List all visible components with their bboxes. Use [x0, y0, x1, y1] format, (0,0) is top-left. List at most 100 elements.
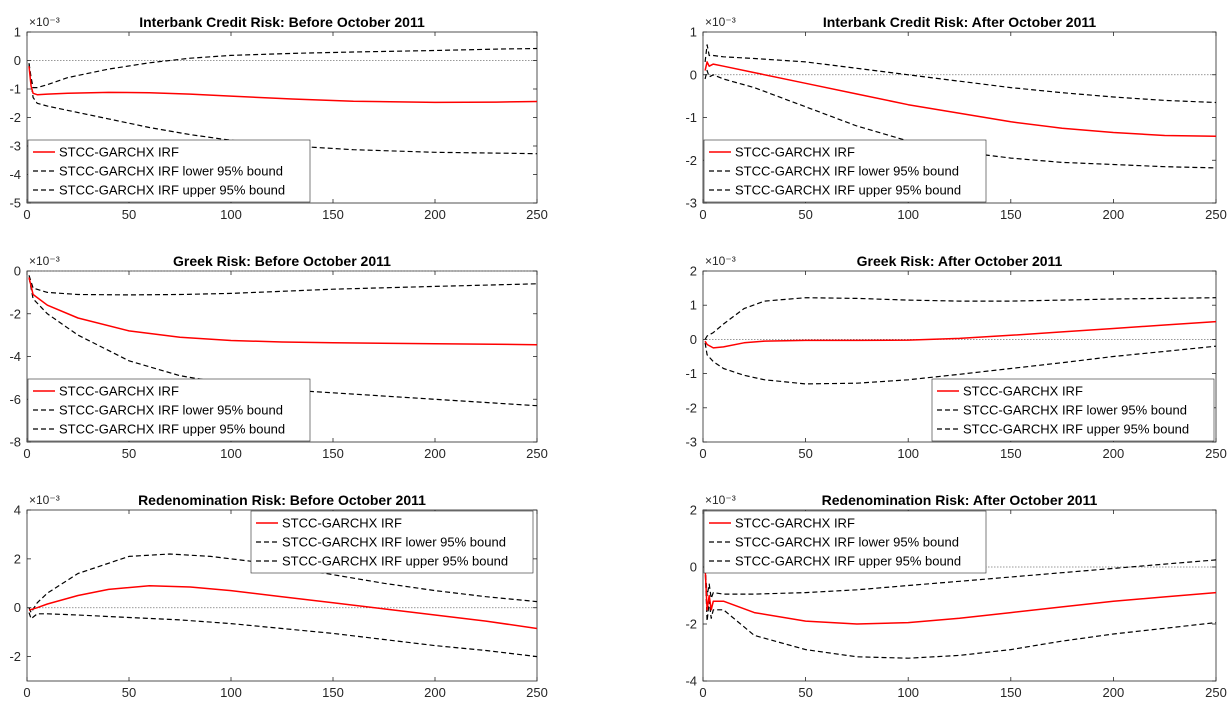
chart-panel-5: 0 50 100 150 200 250 -2 0 2 4 ×10⁻³ Redenomination … — [9, 492, 547, 700]
y-tick-label: -1 — [685, 366, 697, 381]
legend-entry: STCC-GARCHX IRF upper 95% bound — [735, 183, 961, 198]
x-tick-label: 100 — [220, 446, 242, 461]
legend: STCC-GARCHX IRF STCC-GARCHX IRF lower 95%… — [250, 510, 534, 574]
legend: STCC-GARCHX IRF STCC-GARCHX IRF lower 95%… — [703, 510, 987, 574]
series-line-1 — [28, 584, 537, 630]
exponent-label: ×10⁻³ — [29, 493, 60, 507]
series-line-1 — [28, 277, 537, 346]
legend-entry: STCC-GARCHX IRF — [735, 145, 855, 160]
legend-entry: STCC-GARCHX IRF upper 95% bound — [282, 554, 508, 569]
legend-box — [27, 139, 311, 203]
x-tick-label: 0 — [699, 446, 706, 461]
x-tick-label: 150 — [1000, 207, 1022, 222]
x-tick-label: 250 — [526, 685, 548, 700]
x-tick-label: 150 — [322, 685, 344, 700]
y-tick-label: 0 — [14, 264, 21, 279]
legend-entry: STCC-GARCHX IRF lower 95% bound — [59, 164, 283, 179]
y-tick-label: 4 — [14, 503, 21, 518]
legend-entry: STCC-GARCHX IRF — [59, 384, 179, 399]
y-tick-label: 1 — [14, 25, 21, 40]
y-tick-label: 2 — [14, 551, 21, 566]
legend: STCC-GARCHX IRF STCC-GARCHX IRF lower 95%… — [27, 378, 311, 442]
legend: STCC-GARCHX IRF STCC-GARCHX IRF lower 95%… — [27, 139, 311, 203]
legend-entry: STCC-GARCHX IRF upper 95% bound — [963, 422, 1189, 437]
x-tick-label: 100 — [220, 685, 242, 700]
legend-entry: STCC-GARCHX IRF upper 95% bound — [59, 422, 285, 437]
legend-entry: STCC-GARCHX IRF — [735, 516, 855, 531]
x-tick-label: 150 — [322, 207, 344, 222]
x-tick-label: 100 — [897, 685, 919, 700]
x-tick-label: 250 — [526, 446, 548, 461]
series-line-2 — [28, 277, 537, 407]
x-tick-label: 0 — [23, 446, 30, 461]
x-tick-label: 50 — [122, 685, 136, 700]
legend-entry: STCC-GARCHX IRF lower 95% bound — [735, 164, 959, 179]
x-tick-label: 100 — [220, 207, 242, 222]
y-tick-label: -2 — [9, 649, 21, 664]
series-line-3 — [704, 297, 1216, 340]
y-tick-label: -2 — [685, 153, 697, 168]
y-tick-label: 1 — [690, 25, 697, 40]
chart-title: Interbank Credit Risk: After October 201… — [823, 14, 1097, 30]
series-line-3 — [704, 559, 1216, 599]
x-tick-label: 50 — [122, 446, 136, 461]
legend-entry: STCC-GARCHX IRF upper 95% bound — [59, 183, 285, 198]
legend-entry: STCC-GARCHX IRF — [963, 384, 1083, 399]
x-tick-label: 0 — [699, 685, 706, 700]
y-tick-label: -8 — [9, 435, 21, 450]
series-line-2 — [704, 342, 1216, 385]
legend-box — [703, 510, 987, 574]
x-tick-label: 0 — [23, 207, 30, 222]
legend-box — [703, 139, 987, 203]
series-line-1 — [28, 66, 537, 104]
legend: STCC-GARCHX IRF STCC-GARCHX IRF lower 95%… — [931, 378, 1215, 442]
legend-entry: STCC-GARCHX IRF lower 95% bound — [59, 403, 283, 418]
chart-title: Redenomination Risk: After October 2011 — [822, 492, 1098, 508]
series-line-1 — [704, 566, 1216, 625]
y-tick-label: -6 — [9, 392, 21, 407]
legend-entry: STCC-GARCHX IRF — [282, 516, 402, 531]
exponent-label: ×10⁻³ — [705, 254, 736, 268]
y-tick-label: -4 — [685, 674, 697, 689]
exponent-label: ×10⁻³ — [705, 15, 736, 29]
x-tick-label: 200 — [424, 685, 446, 700]
y-tick-label: -1 — [685, 110, 697, 125]
y-tick-label: -2 — [685, 400, 697, 415]
x-tick-label: 250 — [1205, 685, 1227, 700]
y-tick-label: 0 — [14, 600, 21, 615]
series-line-2 — [704, 69, 1216, 169]
exponent-label: ×10⁻³ — [705, 493, 736, 507]
legend-entry: STCC-GARCHX IRF upper 95% bound — [735, 554, 961, 569]
y-tick-label: 0 — [690, 332, 697, 347]
legend-entry: STCC-GARCHX IRF lower 95% bound — [963, 403, 1187, 418]
series-line-3 — [28, 275, 537, 296]
x-tick-label: 100 — [897, 207, 919, 222]
y-tick-label: -3 — [685, 435, 697, 450]
y-tick-label: -1 — [9, 82, 21, 97]
legend-entry: STCC-GARCHX IRF — [59, 145, 179, 160]
x-tick-label: 150 — [322, 446, 344, 461]
x-tick-label: 150 — [1000, 446, 1022, 461]
x-tick-label: 200 — [1103, 207, 1125, 222]
y-tick-label: -3 — [9, 139, 21, 154]
y-tick-label: 1 — [690, 298, 697, 313]
y-tick-label: -2 — [9, 306, 21, 321]
exponent-label: ×10⁻³ — [29, 15, 60, 29]
y-tick-label: -5 — [9, 196, 21, 211]
y-tick-label: -4 — [9, 167, 21, 182]
x-tick-label: 250 — [1205, 446, 1227, 461]
chart-panel-6: 0 50 100 150 200 250 -4 -2 0 2 ×10⁻³ Redenomination… — [685, 492, 1226, 700]
series-line-3 — [28, 47, 537, 89]
x-tick-label: 200 — [424, 207, 446, 222]
y-tick-label: 0 — [690, 560, 697, 575]
series-line-2 — [28, 63, 537, 155]
legend: STCC-GARCHX IRF STCC-GARCHX IRF lower 95%… — [703, 139, 987, 203]
x-tick-label: 0 — [23, 685, 30, 700]
x-tick-label: 0 — [699, 207, 706, 222]
x-tick-label: 150 — [1000, 685, 1022, 700]
legend-entry: STCC-GARCHX IRF lower 95% bound — [282, 535, 506, 550]
chart-title: Greek Risk: After October 2011 — [857, 253, 1063, 269]
series-line-3 — [704, 44, 1216, 104]
x-tick-label: 250 — [1205, 207, 1227, 222]
